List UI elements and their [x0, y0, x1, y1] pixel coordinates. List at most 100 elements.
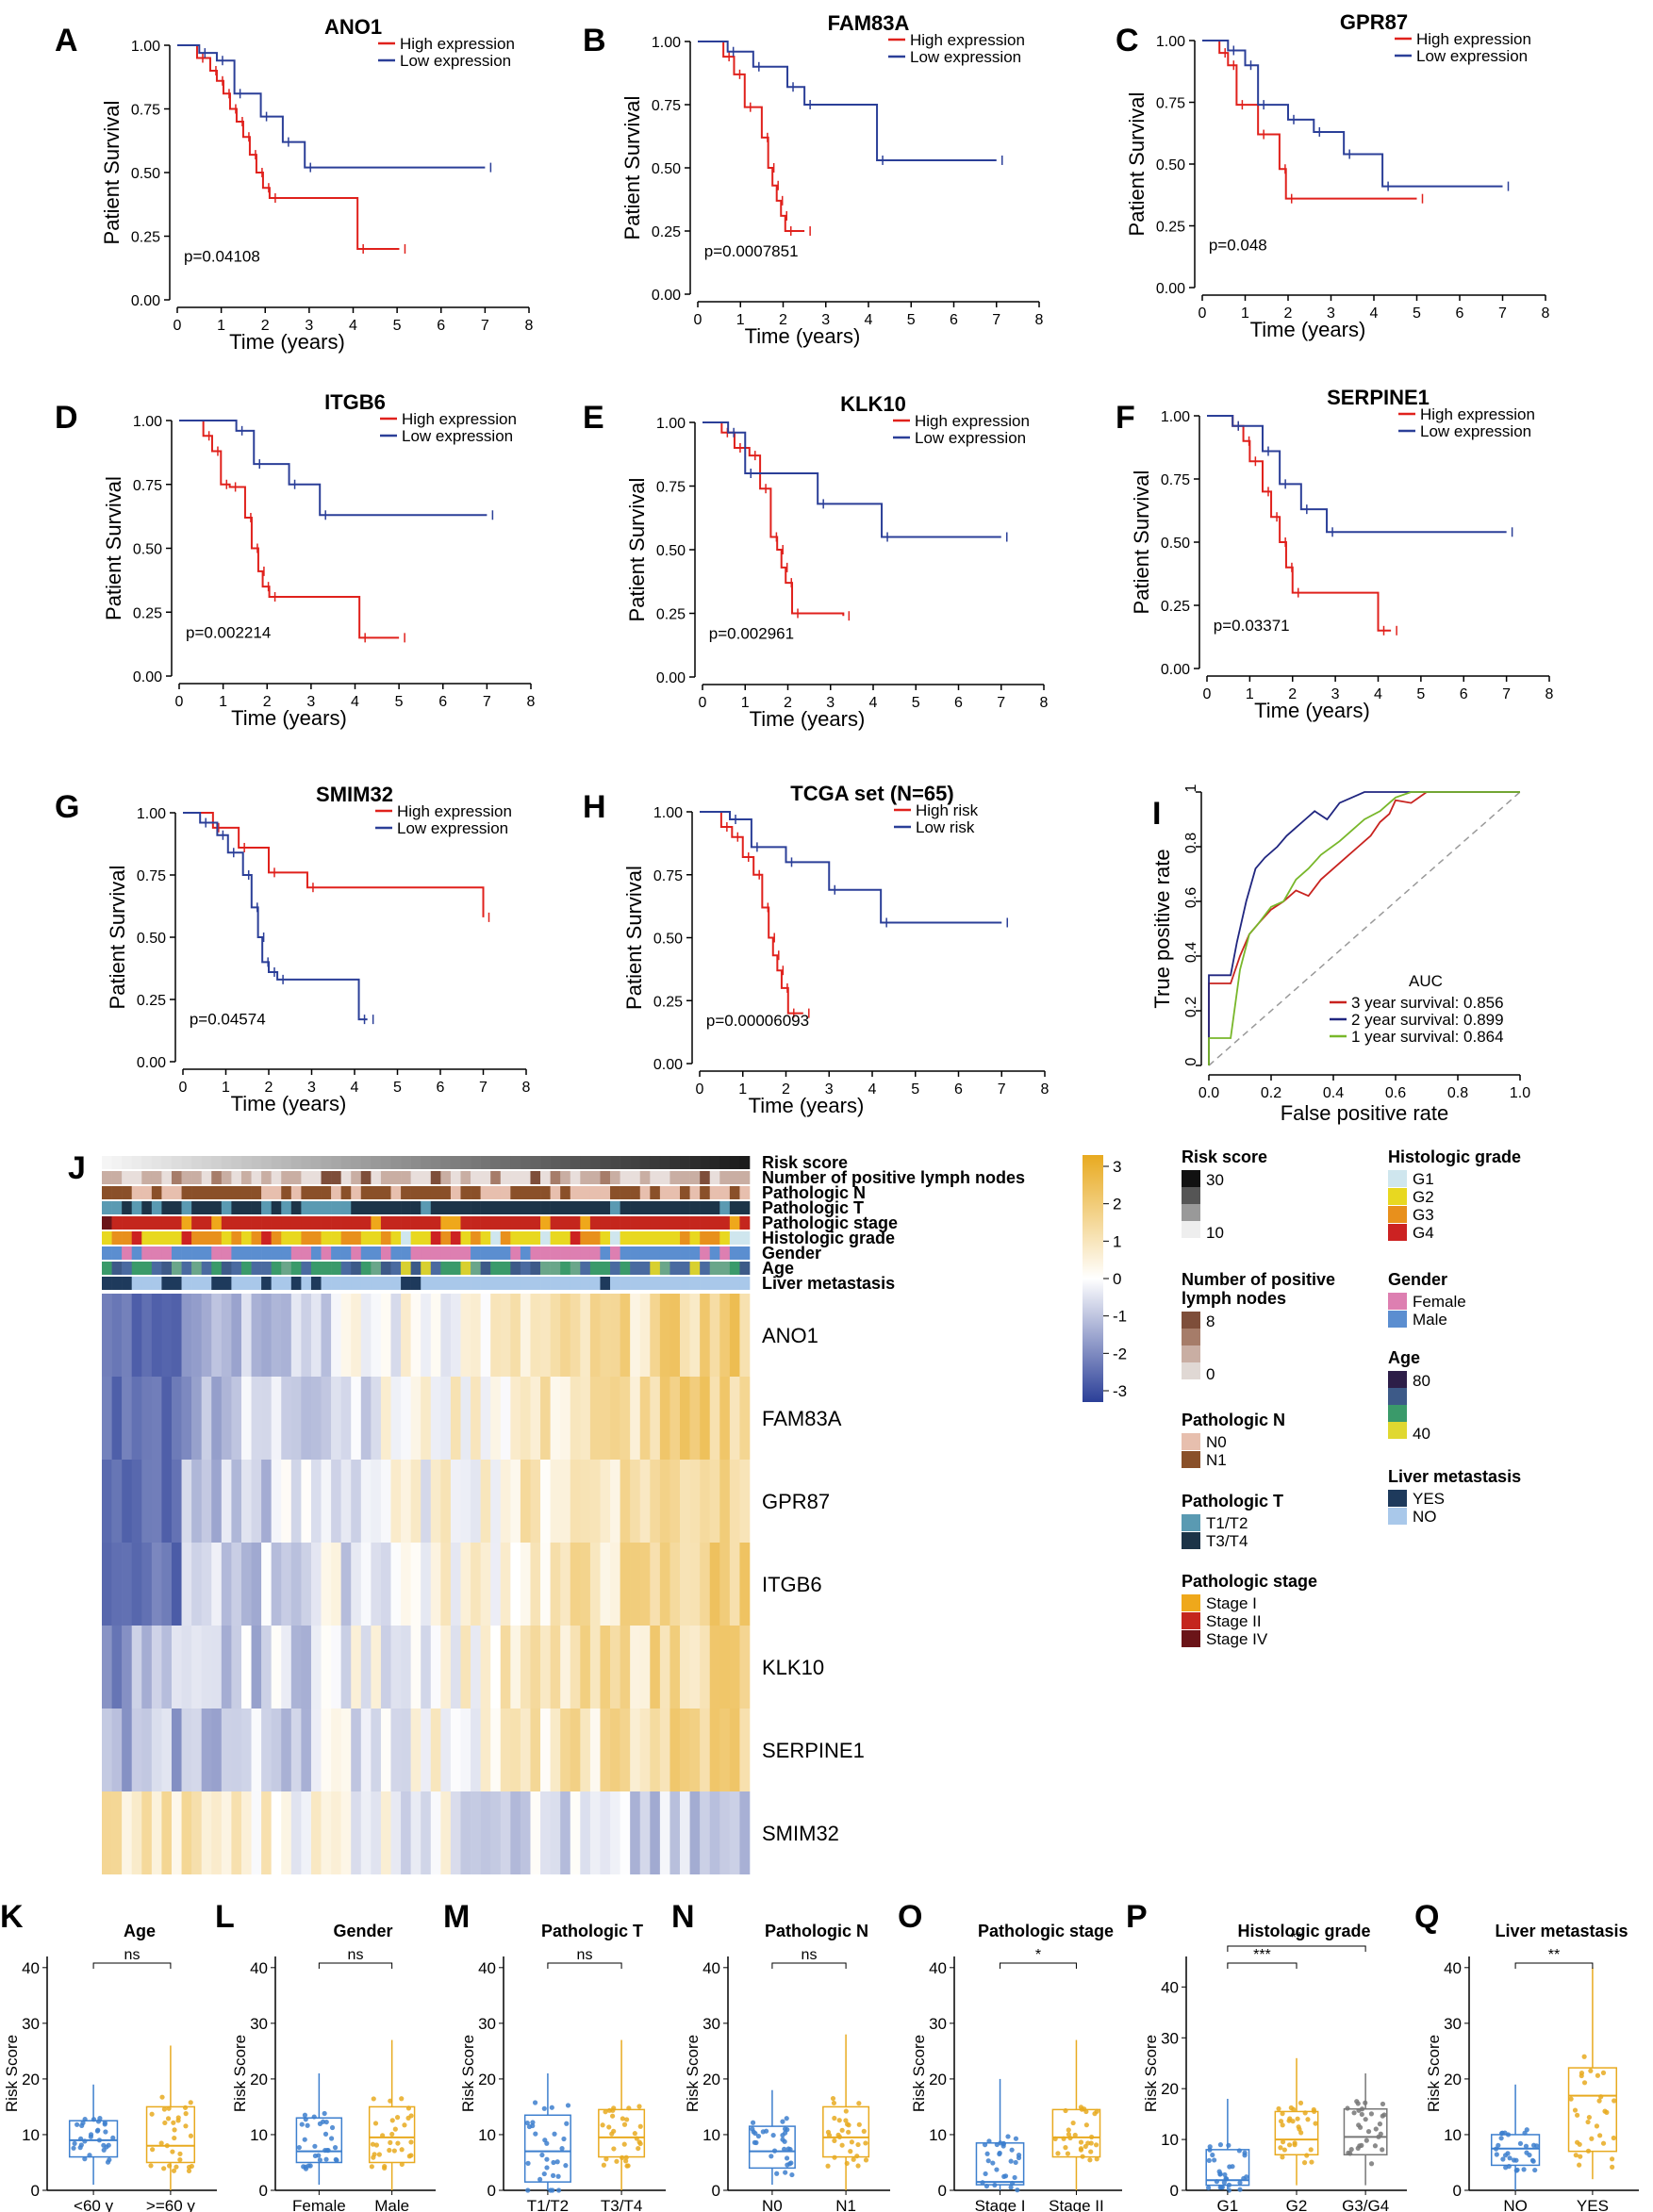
heatmap-cell — [191, 1377, 202, 1460]
annotation-cell — [689, 1186, 701, 1199]
km-curve-high — [179, 420, 400, 639]
y-tick-label: 20 — [250, 2071, 268, 2088]
chart-title: Liver metastasis — [1495, 1922, 1628, 1940]
data-point — [992, 2182, 998, 2188]
data-point — [1517, 2140, 1524, 2147]
legend-label: Low expression — [915, 429, 1026, 447]
heatmap-cell — [151, 1791, 162, 1874]
heatmap-cell — [620, 1709, 631, 1791]
heatmap-cell — [440, 1377, 452, 1460]
annotation-cell — [659, 1186, 670, 1199]
x-tick-label: 1 — [219, 694, 227, 710]
annotation-cell — [430, 1246, 441, 1260]
heatmap-cell — [261, 1294, 272, 1377]
y-tick-label: 0 — [712, 2182, 720, 2200]
annotation-cell — [151, 1246, 162, 1260]
legend-title: Pathologic N — [1182, 1411, 1285, 1429]
y-tick-label: 40 — [703, 1959, 720, 1977]
annotation-cell — [680, 1231, 690, 1245]
heatmap-cell — [739, 1543, 751, 1626]
annotation-cell — [151, 1171, 162, 1184]
significance-label: ns — [124, 1947, 141, 1963]
annotation-cell — [500, 1201, 511, 1214]
heatmap-cell — [729, 1460, 740, 1543]
annotation-cell — [440, 1201, 452, 1214]
annotation-cell — [669, 1156, 681, 1169]
annotation-cell — [221, 1201, 232, 1214]
heatmap-cell — [181, 1791, 192, 1874]
annotation-cell — [719, 1171, 731, 1184]
heatmap-cell — [729, 1791, 740, 1874]
annotation-cell — [739, 1186, 751, 1199]
data-point — [382, 2165, 388, 2171]
heatmap-cell — [340, 1377, 352, 1460]
heatmap-cell — [510, 1543, 521, 1626]
heatmap-cell — [560, 1709, 571, 1791]
annotation-cell — [589, 1186, 601, 1199]
heatmap-cell — [680, 1791, 690, 1874]
heatmap-cell — [211, 1543, 223, 1626]
annotation-cell — [102, 1156, 112, 1169]
heatmap-cell — [161, 1460, 173, 1543]
annotation-cell — [589, 1156, 601, 1169]
heatmap-cell — [739, 1791, 751, 1874]
annotation-cell — [450, 1156, 461, 1169]
annotation-cell — [570, 1246, 581, 1260]
data-point — [831, 2100, 837, 2106]
heatmap-cell — [410, 1791, 422, 1874]
data-point — [1372, 2143, 1379, 2149]
annotation-cell — [360, 1277, 372, 1290]
data-point — [555, 2173, 561, 2179]
colorbar-tick-label: -3 — [1113, 1382, 1127, 1400]
annotation-cell — [550, 1216, 561, 1230]
data-point — [1052, 2136, 1058, 2141]
annotation-cell — [351, 1216, 362, 1230]
annotation-cell — [480, 1246, 491, 1260]
km-curve-high — [698, 41, 805, 232]
data-point — [1013, 2136, 1019, 2141]
p-value: p=0.002214 — [186, 623, 271, 641]
x-tick-label: 4 — [1370, 305, 1379, 322]
annotation-cell — [709, 1277, 720, 1290]
annotation-cell — [620, 1216, 631, 1230]
annotation-cell — [530, 1216, 541, 1230]
y-tick-label: 0.75 — [656, 480, 686, 496]
heatmap-cell — [610, 1709, 620, 1791]
annotation-cell — [729, 1171, 740, 1184]
heatmap-cell — [221, 1791, 232, 1874]
annotation-cell — [630, 1216, 641, 1230]
annotation-cell — [321, 1262, 332, 1275]
annotation-cell — [630, 1171, 641, 1184]
data-point — [371, 2154, 376, 2160]
annotation-cell — [122, 1262, 133, 1275]
data-point — [1588, 2068, 1594, 2073]
data-point — [408, 2139, 414, 2145]
annotation-cell — [371, 1231, 382, 1245]
data-point — [1013, 2159, 1018, 2166]
legend-label: 3 year survival: 0.856 — [1351, 994, 1504, 1012]
data-point — [1295, 2116, 1300, 2121]
annotation-cell — [520, 1277, 531, 1290]
annotation-cell — [500, 1231, 511, 1245]
annotation-cell — [281, 1156, 292, 1169]
heatmap-cell — [380, 1294, 391, 1377]
heatmap-cell — [331, 1543, 341, 1626]
track-label: Risk score — [762, 1153, 848, 1172]
annotation-cell — [709, 1186, 720, 1199]
heatmap-cell — [360, 1791, 372, 1874]
heatmap-cell — [620, 1626, 631, 1709]
x-tick-label: 2 — [784, 695, 792, 711]
annotation-cell — [500, 1156, 511, 1169]
annotation-cell — [719, 1156, 731, 1169]
annotation-cell — [351, 1262, 362, 1275]
heatmap-cell — [141, 1791, 153, 1874]
data-point — [323, 2156, 329, 2162]
annotation-cell — [211, 1156, 223, 1169]
data-point — [780, 2137, 785, 2142]
heatmap-cell — [301, 1791, 312, 1874]
chart-title: SMIM32 — [316, 783, 393, 806]
km-curve-high — [1207, 415, 1392, 632]
annotation-cell — [290, 1246, 302, 1260]
